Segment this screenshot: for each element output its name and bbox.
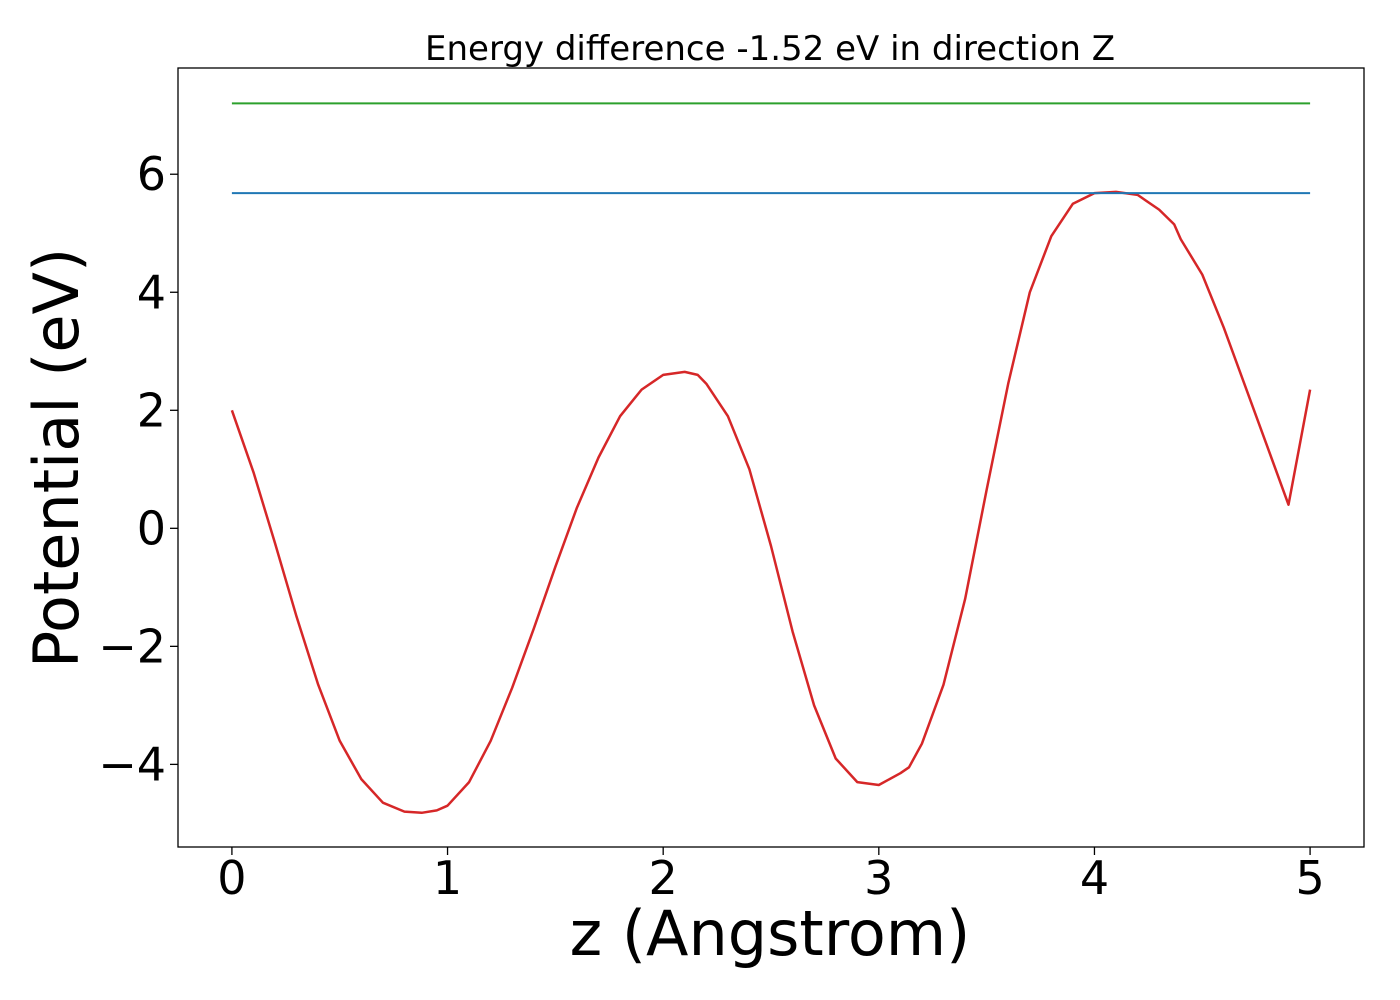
x-tick-label: 1 xyxy=(433,851,462,905)
y-axis-ticks: −4 −2 0 2 4 6 xyxy=(98,147,178,791)
y-tick-label: 6 xyxy=(137,147,166,201)
plot-frame xyxy=(177,67,1365,848)
x-axis-label: z (Angstrom) xyxy=(570,897,971,970)
y-tick-label: −4 xyxy=(98,737,166,791)
y-axis-label: Potential (eV) xyxy=(20,248,93,668)
series-line-0 xyxy=(230,190,1312,815)
x-tick-label: 2 xyxy=(649,851,678,905)
x-tick-label: 4 xyxy=(1080,851,1109,905)
x-tick-label: 0 xyxy=(217,851,246,905)
x-tick-label: 3 xyxy=(864,851,893,905)
chart-title: Energy difference -1.52 eV in direction … xyxy=(425,29,1115,69)
x-axis-ticks: 0 1 2 3 4 5 xyxy=(217,847,1325,905)
y-tick-label: 2 xyxy=(137,383,166,437)
x-tick-label: 5 xyxy=(1295,851,1324,905)
y-tick-label: 4 xyxy=(137,265,166,319)
y-tick-label: 0 xyxy=(137,501,166,555)
plot-lines xyxy=(230,102,1312,815)
y-tick-label: −2 xyxy=(98,619,166,673)
